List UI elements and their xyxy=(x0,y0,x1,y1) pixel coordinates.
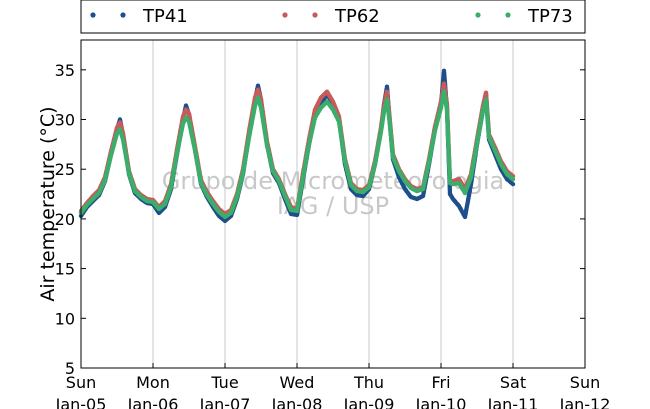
legend-marker xyxy=(505,12,511,18)
plot-border xyxy=(80,39,586,369)
legend-marker xyxy=(90,12,96,18)
x-tick-label-date: Jan-05 xyxy=(55,395,107,409)
data-point xyxy=(510,181,516,187)
series-tp73 xyxy=(78,89,516,220)
legend-label-tp73: TP73 xyxy=(527,6,573,27)
y-tick-label: 30 xyxy=(55,111,75,130)
x-tick-label-day: Tue xyxy=(210,373,238,392)
legend-marker xyxy=(282,12,288,18)
x-tick-label-day: Thu xyxy=(353,373,384,392)
x-tick-label-day: Fri xyxy=(431,373,450,392)
x-tick-label-day: Sun xyxy=(570,373,600,392)
x-tick-label-date: Jan-08 xyxy=(271,395,323,409)
x-tick-label-date: Jan-11 xyxy=(487,395,539,409)
y-axis-label: Air temperature (°C) xyxy=(37,106,59,301)
legend-label-tp41: TP41 xyxy=(142,6,188,27)
x-tick-label-date: Jan-10 xyxy=(415,395,467,409)
y-tick-label: 5 xyxy=(65,359,75,378)
x-axis: Sun Jan-05 Mon Jan-06 Tue Jan-07 Wed Jan-08 Thu J… xyxy=(55,363,611,409)
x-tick-label-day: Wed xyxy=(280,373,315,392)
x-tick-label-date: Jan-07 xyxy=(199,395,251,409)
legend-box xyxy=(80,0,586,34)
y-tick-label: 10 xyxy=(55,309,75,328)
legend: TP41 TP62 TP73 xyxy=(80,0,586,34)
y-tick-label: 20 xyxy=(55,210,75,229)
x-tick-label-day: Sun xyxy=(66,373,96,392)
y-tick-label: 35 xyxy=(55,61,75,80)
legend-label-tp62: TP62 xyxy=(334,6,380,27)
y-tick-label: 15 xyxy=(55,260,75,279)
legend-marker xyxy=(120,12,126,18)
y-axis: 5 10 15 20 25 30 35 xyxy=(55,61,585,378)
legend-marker xyxy=(475,12,481,18)
legend-marker xyxy=(312,12,318,18)
plot-area: Grupo de Micrometeorologia IAG / USP 510… xyxy=(55,39,611,409)
x-tick-label-day: Mon xyxy=(136,373,170,392)
x-tick-label-day: Sat xyxy=(500,373,526,392)
data-point xyxy=(510,176,516,182)
x-tick-label-date: Jan-09 xyxy=(343,395,395,409)
y-tick-label: 25 xyxy=(55,160,75,179)
x-tick-label-date: Jan-12 xyxy=(559,395,611,409)
x-tick-label-date: Jan-06 xyxy=(127,395,179,409)
